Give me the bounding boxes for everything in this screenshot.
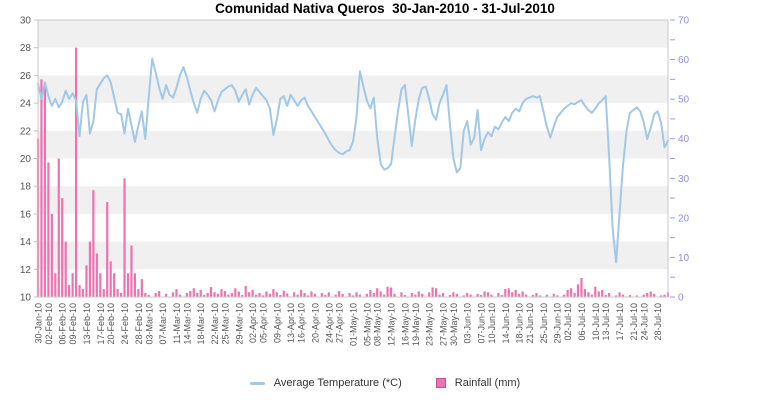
svg-text:0: 0 [678,293,684,304]
svg-text:12: 12 [20,265,32,276]
svg-text:20: 20 [678,213,690,224]
legend-temperature-label: Average Temperature (*C) [273,377,402,389]
svg-text:21-Jul-10: 21-Jul-10 [629,303,639,341]
legend-rainfall-label: Rainfall (mm) [454,377,521,389]
svg-text:30-Jan-10: 30-Jan-10 [34,303,44,344]
svg-text:05-May-10: 05-May-10 [362,303,372,346]
svg-text:14-Mar-10: 14-Mar-10 [182,303,192,345]
svg-text:28-Feb-10: 28-Feb-10 [134,303,144,345]
svg-text:24-Apr-10: 24-Apr-10 [324,303,334,343]
chart-legend: Average Temperature (*C) Rainfall (mm) [0,377,770,389]
svg-text:01-May-10: 01-May-10 [349,303,359,346]
svg-text:16-Apr-10: 16-Apr-10 [297,303,307,343]
svg-text:14: 14 [20,237,32,248]
svg-text:24-Feb-10: 24-Feb-10 [120,303,130,345]
svg-text:50: 50 [678,95,690,106]
left-axis-labels: 30 28 26 24 22 20 18 16 14 12 10 [20,16,38,304]
chart-title: Comunidad Nativa Queros 30-Jan-2010 - 31… [215,1,555,16]
svg-text:13-Jul-10: 13-Jul-10 [601,303,611,341]
svg-text:27-Apr-10: 27-Apr-10 [335,303,345,343]
svg-text:09-Feb-10: 09-Feb-10 [68,303,78,345]
svg-text:17-Feb-10: 17-Feb-10 [96,303,106,345]
svg-text:28: 28 [20,43,32,54]
svg-text:29-Mar-10: 29-Mar-10 [234,303,244,345]
svg-text:23-May-10: 23-May-10 [425,303,435,346]
svg-text:10-Jun-10: 10-Jun-10 [487,303,497,344]
svg-text:21-Jun-10: 21-Jun-10 [525,303,535,344]
svg-text:25-Mar-10: 25-Mar-10 [220,303,230,345]
svg-text:05-Apr-10: 05-Apr-10 [259,303,269,343]
svg-text:24-Jul-10: 24-Jul-10 [639,303,649,341]
svg-text:10: 10 [20,293,32,304]
svg-text:20-Feb-10: 20-Feb-10 [106,303,116,345]
svg-text:30-May-10: 30-May-10 [449,303,459,346]
svg-text:13-Apr-10: 13-Apr-10 [286,303,296,343]
svg-text:07-Mar-10: 07-Mar-10 [158,303,168,345]
svg-text:08-May-10: 08-May-10 [373,303,383,346]
svg-text:60: 60 [678,55,690,66]
svg-text:10: 10 [678,253,690,264]
svg-text:20: 20 [20,154,32,165]
svg-text:24: 24 [20,99,32,110]
svg-text:29-Jun-10: 29-Jun-10 [553,303,563,344]
svg-text:06-Jul-10: 06-Jul-10 [577,303,587,341]
svg-text:02-Feb-10: 02-Feb-10 [44,303,54,345]
svg-text:13-Feb-10: 13-Feb-10 [82,303,92,345]
rainfall-bar-swatch-icon [435,378,446,388]
svg-text:25-Jun-10: 25-Jun-10 [539,303,549,344]
svg-text:27-May-10: 27-May-10 [439,303,449,346]
svg-text:03-Mar-10: 03-Mar-10 [144,303,154,345]
svg-text:18-Jun-10: 18-Jun-10 [515,303,525,344]
svg-text:26: 26 [20,71,32,82]
svg-text:12-May-10: 12-May-10 [387,303,397,346]
svg-text:07-Jun-10: 07-Jun-10 [477,303,487,344]
svg-text:28-Jul-10: 28-Jul-10 [653,303,663,341]
svg-text:70: 70 [678,16,690,27]
svg-text:19-May-10: 19-May-10 [411,303,421,346]
temperature-line-swatch-icon [249,381,265,385]
svg-text:16-May-10: 16-May-10 [400,303,410,346]
svg-text:40: 40 [678,134,690,145]
svg-text:16: 16 [20,209,32,220]
legend-item-temperature: Average Temperature (*C) [249,377,402,389]
plot-bands [38,20,668,297]
svg-text:09-Apr-10: 09-Apr-10 [272,303,282,343]
svg-text:11-Mar-10: 11-Mar-10 [172,303,182,344]
svg-text:10-Jul-10: 10-Jul-10 [591,303,601,341]
svg-text:18: 18 [20,182,32,193]
svg-text:20-Apr-10: 20-Apr-10 [310,303,320,343]
svg-text:30: 30 [678,174,690,185]
x-axis-labels: 30-Jan-10 02-Feb-10 06-Feb-10 09-Feb-10 13-F… [34,303,664,346]
svg-text:06-Feb-10: 06-Feb-10 [58,303,68,345]
svg-text:30: 30 [20,16,32,27]
svg-text:02-Jul-10: 02-Jul-10 [563,303,573,341]
svg-text:22: 22 [20,126,32,137]
right-axis-labels: 0 10 20 30 40 50 60 70 [670,16,690,304]
svg-text:03-Jun-10: 03-Jun-10 [463,303,473,344]
legend-item-rainfall: Rainfall (mm) [435,377,521,389]
svg-text:17-Jul-10: 17-Jul-10 [615,303,625,341]
svg-text:14-Jun-10: 14-Jun-10 [501,303,511,344]
svg-text:22-Mar-10: 22-Mar-10 [210,303,220,345]
svg-text:02-Apr-10: 02-Apr-10 [248,303,258,343]
temperature-line [37,57,669,264]
svg-text:18-Mar-10: 18-Mar-10 [196,303,206,345]
